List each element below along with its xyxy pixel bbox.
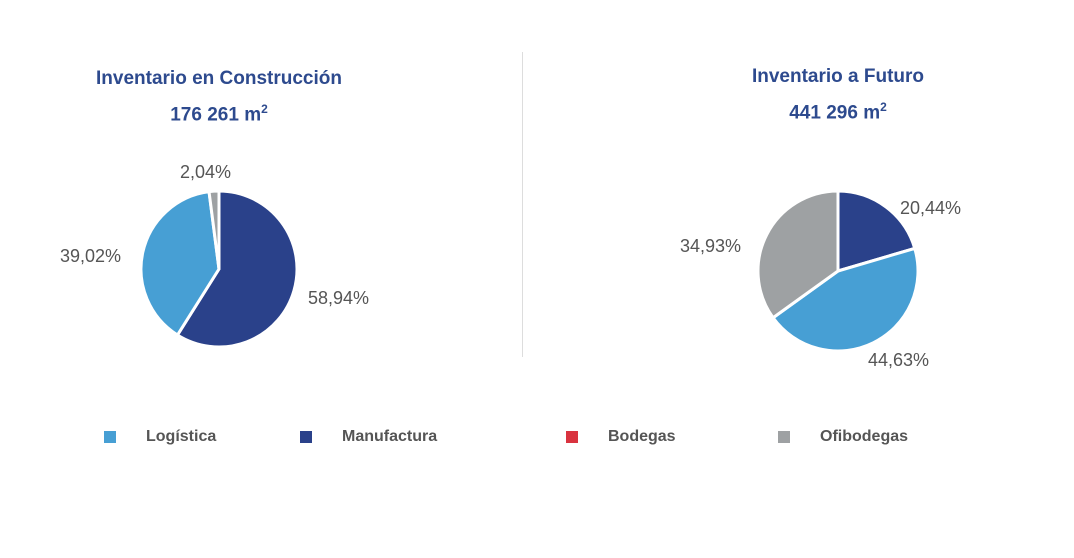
- legend-swatch: [566, 431, 578, 443]
- pie-slice-manufactura: [175, 189, 299, 349]
- data-label: 2,04%: [180, 162, 232, 182]
- legend-swatch: [104, 431, 116, 443]
- legend-label: Bodegas: [608, 428, 676, 445]
- chart-title-right: Inventario a Futuro: [751, 66, 925, 87]
- data-label: 58,94%: [308, 288, 370, 308]
- legend-item-logistica: Logística: [104, 428, 216, 446]
- pie-slice-manufactura: [836, 189, 917, 274]
- legend-item-ofibodegas: Ofibodegas: [778, 428, 908, 446]
- legend-item-bodegas: Bodegas: [566, 428, 676, 446]
- pie-slice-logistica: [770, 246, 920, 353]
- legend-label: Ofibodegas: [820, 428, 909, 445]
- divider: [522, 52, 523, 357]
- pie-slice-ofibodegas: [756, 189, 840, 320]
- chart-title-left: Inventario en Construcción: [96, 68, 342, 89]
- legend-item-manufactura: Manufactura: [300, 428, 437, 446]
- legend-label: Logística: [146, 428, 217, 445]
- legend-swatch: [778, 431, 790, 443]
- pie-slice-ofibodegas: [207, 189, 221, 270]
- legend-swatch: [300, 431, 312, 443]
- legend-label: Manufactura: [342, 428, 438, 445]
- chart-total-right: 441 296 m2: [789, 100, 887, 124]
- data-label: 44,63%: [868, 350, 930, 370]
- data-label: 20,44%: [900, 198, 962, 218]
- chart-total-left: 176 261 m2: [170, 102, 268, 126]
- data-label: 34,93%: [680, 236, 742, 256]
- data-label: 39,02%: [60, 246, 122, 266]
- pie-slice-logistica: [139, 189, 221, 338]
